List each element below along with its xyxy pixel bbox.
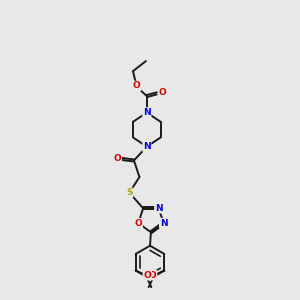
Text: O: O (158, 88, 166, 97)
Text: O: O (149, 271, 157, 280)
Text: N: N (143, 108, 151, 117)
Text: O: O (134, 219, 142, 228)
Text: N: N (155, 204, 163, 213)
Text: O: O (133, 81, 141, 90)
Text: S: S (126, 188, 133, 197)
Text: O: O (143, 271, 151, 280)
Text: N: N (143, 142, 151, 151)
Text: O: O (113, 154, 121, 163)
Text: N: N (160, 219, 167, 228)
